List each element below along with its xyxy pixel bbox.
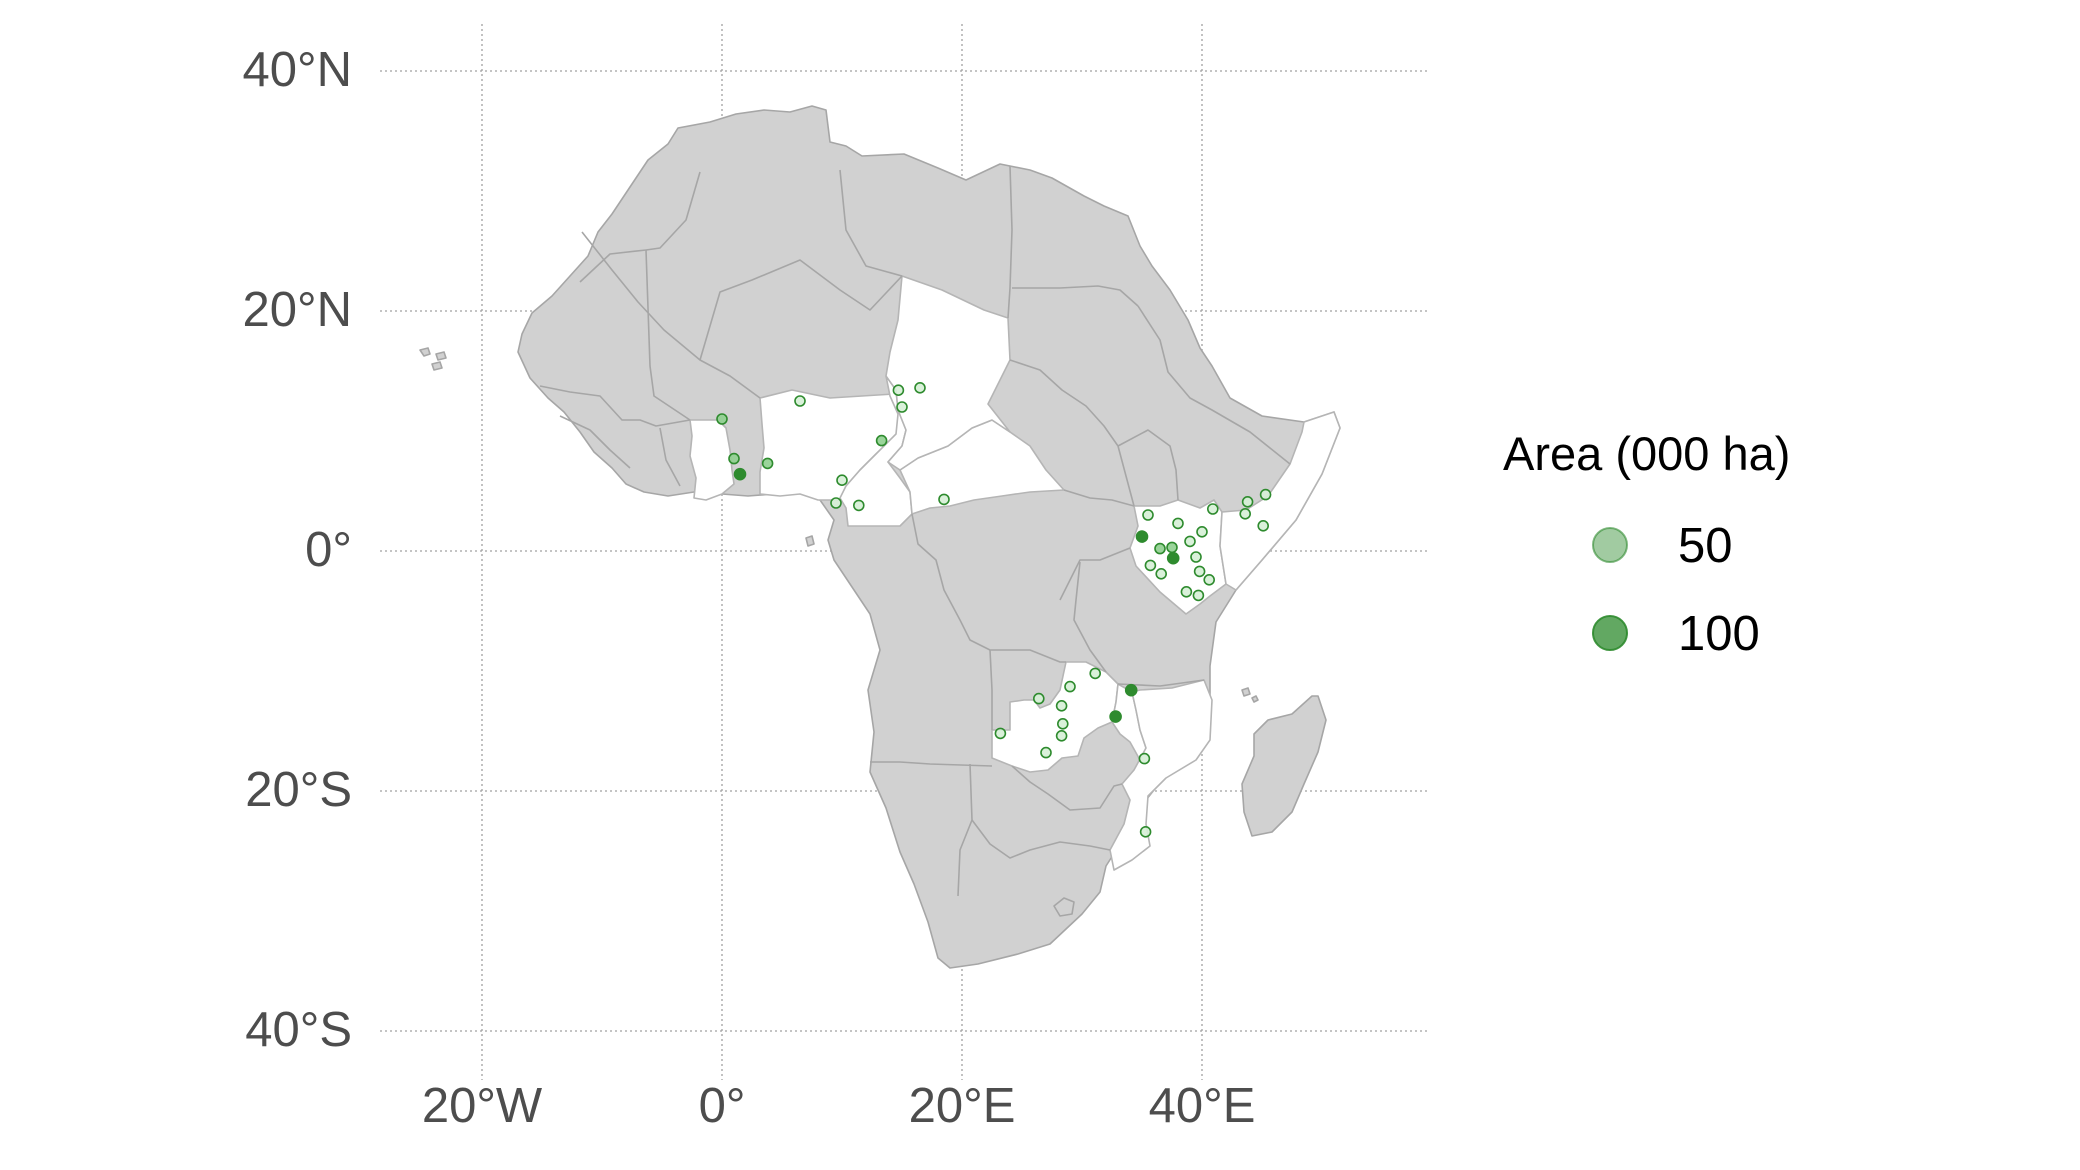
y-tick-40n: 40°N	[243, 43, 352, 97]
data-point	[1033, 692, 1045, 705]
data-point	[1040, 746, 1052, 759]
data-point	[1109, 710, 1122, 723]
x-axis-labels: 20°W 0° 20°E 40°E	[422, 1079, 1256, 1133]
y-tick-0: 0°	[305, 523, 352, 577]
bioko	[805, 535, 815, 547]
data-point	[1192, 589, 1205, 602]
country-ghana	[689, 419, 735, 501]
data-point	[1144, 559, 1157, 572]
data-point	[1239, 507, 1251, 520]
madagascar	[1241, 695, 1327, 837]
data-point	[1241, 495, 1254, 508]
country-mozambique	[1109, 679, 1213, 871]
data-point	[1124, 683, 1138, 697]
data-point	[1055, 729, 1068, 742]
country-chad	[885, 275, 1011, 471]
data-point	[1257, 519, 1269, 532]
comoros	[1241, 687, 1259, 703]
data-point	[1203, 573, 1215, 586]
country-borders	[539, 165, 1291, 917]
data-point	[938, 493, 950, 506]
data-point	[1055, 699, 1068, 712]
data-point	[1135, 530, 1149, 543]
y-tick-20n: 20°N	[243, 283, 352, 337]
data-point	[1142, 509, 1154, 521]
data-point	[1180, 585, 1193, 598]
y-tick-40s: 40°S	[245, 1003, 352, 1057]
data-point	[1064, 680, 1076, 693]
data-point	[830, 497, 842, 509]
data-point	[1259, 488, 1272, 501]
data-point	[1155, 567, 1167, 580]
data-point	[1166, 541, 1178, 554]
data-point	[875, 434, 888, 447]
data-points	[716, 381, 1272, 838]
data-point	[1207, 503, 1219, 515]
legend-title: Area (000 ha)	[1503, 427, 1790, 480]
legend-label-50: 50	[1678, 519, 1733, 573]
data-point	[794, 395, 806, 407]
x-tick-20e: 20°E	[909, 1079, 1016, 1133]
data-point	[761, 457, 774, 470]
x-tick-20w: 20°W	[422, 1079, 543, 1133]
data-point	[1089, 667, 1101, 680]
data-point	[1166, 551, 1180, 565]
legend: Area (000 ha) 50 100	[1503, 427, 1790, 661]
data-point	[1139, 825, 1152, 838]
x-tick-0: 0°	[699, 1079, 746, 1133]
data-point	[716, 413, 728, 425]
data-point	[994, 727, 1007, 740]
data-point	[896, 401, 908, 413]
x-tick-40e: 40°E	[1149, 1079, 1256, 1133]
canary-islands	[419, 347, 447, 371]
data-point	[1154, 542, 1166, 555]
data-point	[1196, 525, 1208, 538]
data-point	[1193, 565, 1206, 578]
data-point	[852, 499, 865, 512]
data-point	[728, 452, 740, 465]
data-point	[1184, 535, 1196, 548]
data-point	[1057, 717, 1069, 730]
data-point	[1190, 551, 1202, 563]
data-point	[1172, 517, 1184, 530]
data-point	[914, 381, 926, 394]
legend-key-100	[1592, 615, 1628, 651]
country-somalia	[1219, 411, 1341, 591]
data-point	[733, 467, 747, 481]
data-point	[836, 474, 848, 487]
data-point	[892, 384, 905, 397]
y-tick-20s: 20°S	[245, 763, 352, 817]
y-axis-labels: 40°N 20°N 0° 20°S 40°S	[243, 43, 352, 1057]
legend-key-50	[1592, 527, 1628, 563]
legend-label-100: 100	[1678, 607, 1760, 661]
data-point	[1138, 752, 1151, 765]
